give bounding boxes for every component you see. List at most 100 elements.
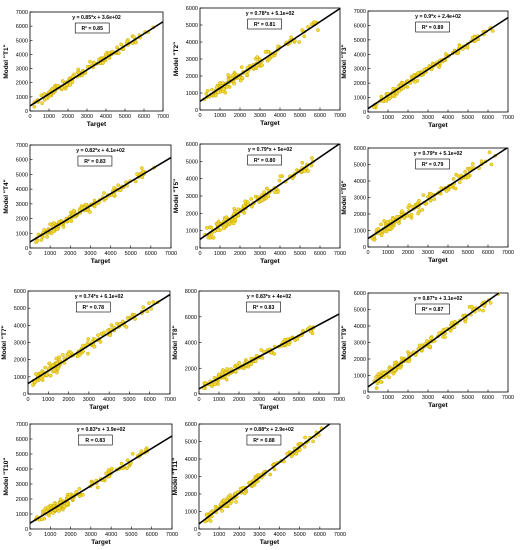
y-tick-label: 3000: [186, 194, 198, 200]
data-point: [255, 55, 260, 59]
x-tick-label: 4000: [442, 395, 454, 401]
data-point: [400, 209, 404, 213]
y-tick-label: 3000: [14, 341, 26, 347]
data-point: [260, 198, 265, 202]
data-point: [39, 93, 44, 98]
x-tick-label: 4000: [103, 397, 115, 403]
x-tick-label: 6000: [144, 397, 156, 403]
y-tick-label: 2000: [354, 212, 366, 218]
data-point: [218, 81, 222, 86]
y-tick-label: 6000: [14, 289, 26, 295]
data-point: [108, 333, 113, 338]
data-point: [238, 78, 243, 83]
data-point: [105, 328, 110, 333]
data-point: [259, 348, 264, 352]
y-axis-label: Model "T7": [1, 325, 8, 359]
x-tick-label: 1000: [382, 115, 394, 121]
data-point: [222, 226, 226, 231]
x-axis-label: Target: [260, 258, 280, 265]
x-axis-label: Target: [428, 402, 448, 409]
data-point: [260, 356, 265, 360]
x-tick-label: 5000: [462, 115, 474, 121]
fit-equation: y = 0.85*x + 3.6e+02: [72, 15, 121, 21]
fit-equation: y = 0.79*x + 5.1e+02: [414, 151, 463, 157]
x-tick-label: 5000: [462, 395, 474, 401]
data-point: [214, 85, 219, 90]
data-point: [61, 225, 66, 229]
plot-frame: [367, 10, 509, 113]
x-tick-label: 3000: [422, 115, 434, 121]
data-point: [135, 172, 139, 176]
data-point: [306, 169, 310, 173]
data-point: [384, 229, 389, 234]
y-tick-label: 3000: [16, 202, 28, 208]
data-point: [49, 231, 54, 236]
data-point: [104, 471, 108, 476]
r2-label: R² = 0.83: [84, 159, 106, 165]
plot-frame: [29, 11, 164, 112]
x-tick-label: 5000: [294, 251, 306, 257]
data-point: [91, 60, 96, 65]
data-point: [106, 468, 111, 472]
scatter-panel-6: 0 1000 2000 3000 4000 5000 6000 7000 0 1000 2000 30…: [341, 146, 514, 264]
y-tick-label: 3000: [16, 67, 28, 73]
data-point: [243, 491, 247, 496]
y-tick-label: 4000: [185, 457, 197, 463]
data-point: [42, 228, 46, 232]
x-tick-label: 7000: [502, 250, 514, 256]
data-point: [233, 491, 237, 496]
scatter-panel-2: 0 1000 2000 3000 4000 5000 6000 7000 0 1000 2000 30…: [173, 6, 346, 127]
data-point: [50, 86, 55, 91]
data-point: [219, 501, 224, 506]
r2-label: R² = 0.79: [422, 162, 444, 168]
data-point: [110, 466, 114, 471]
data-point: [441, 327, 446, 332]
x-tick-label: 0: [366, 250, 369, 256]
x-tick-label: 0: [28, 251, 31, 257]
fit-line: [367, 292, 500, 388]
x-tick-label: 3000: [253, 397, 265, 403]
y-tick-label: 6000: [185, 315, 197, 321]
x-tick-label: 4000: [104, 251, 116, 257]
data-point: [302, 169, 307, 173]
data-point: [65, 502, 69, 506]
x-tick-label: 7000: [334, 251, 346, 257]
y-tick-label: 2000: [186, 211, 198, 217]
data-point: [428, 191, 433, 196]
fit-line: [29, 435, 173, 524]
r2-box: [246, 434, 282, 446]
y-tick-label: 3000: [354, 67, 366, 73]
y-tick-label: 5000: [354, 163, 366, 169]
data-point: [140, 169, 145, 174]
y-axis-label: Model "T8": [172, 325, 179, 359]
data-point: [429, 336, 433, 340]
y-tick-label: 0: [25, 246, 28, 252]
data-point: [76, 70, 81, 75]
data-point: [382, 219, 386, 223]
data-point: [489, 162, 494, 167]
y-tick-label: 1000: [354, 374, 366, 380]
data-point: [306, 25, 310, 29]
data-point: [457, 180, 462, 185]
data-point: [385, 219, 390, 224]
data-point: [33, 372, 38, 376]
data-point: [220, 509, 225, 513]
data-point: [48, 222, 52, 227]
fit-equation: y = 0.87*x + 3.1e+02: [414, 296, 463, 302]
x-tick-label: 5000: [293, 397, 305, 403]
data-point: [124, 325, 129, 329]
x-tick-label: 1000: [214, 251, 226, 257]
y-tick-label: 5000: [186, 159, 198, 165]
x-tick-label: 3000: [81, 114, 93, 120]
data-point: [213, 382, 217, 387]
data-point: [231, 221, 236, 226]
data-point: [424, 201, 429, 206]
y-tick-label: 7000: [16, 143, 28, 149]
y-tick-label: 5000: [16, 172, 28, 178]
data-point: [300, 160, 305, 165]
x-tick-label: 4000: [273, 397, 285, 403]
r2-label: R² = 0.78: [83, 305, 105, 311]
x-tick-label: 6000: [138, 114, 150, 120]
y-tick-label: 4000: [185, 341, 197, 347]
y-tick-label: 2000: [354, 357, 366, 363]
